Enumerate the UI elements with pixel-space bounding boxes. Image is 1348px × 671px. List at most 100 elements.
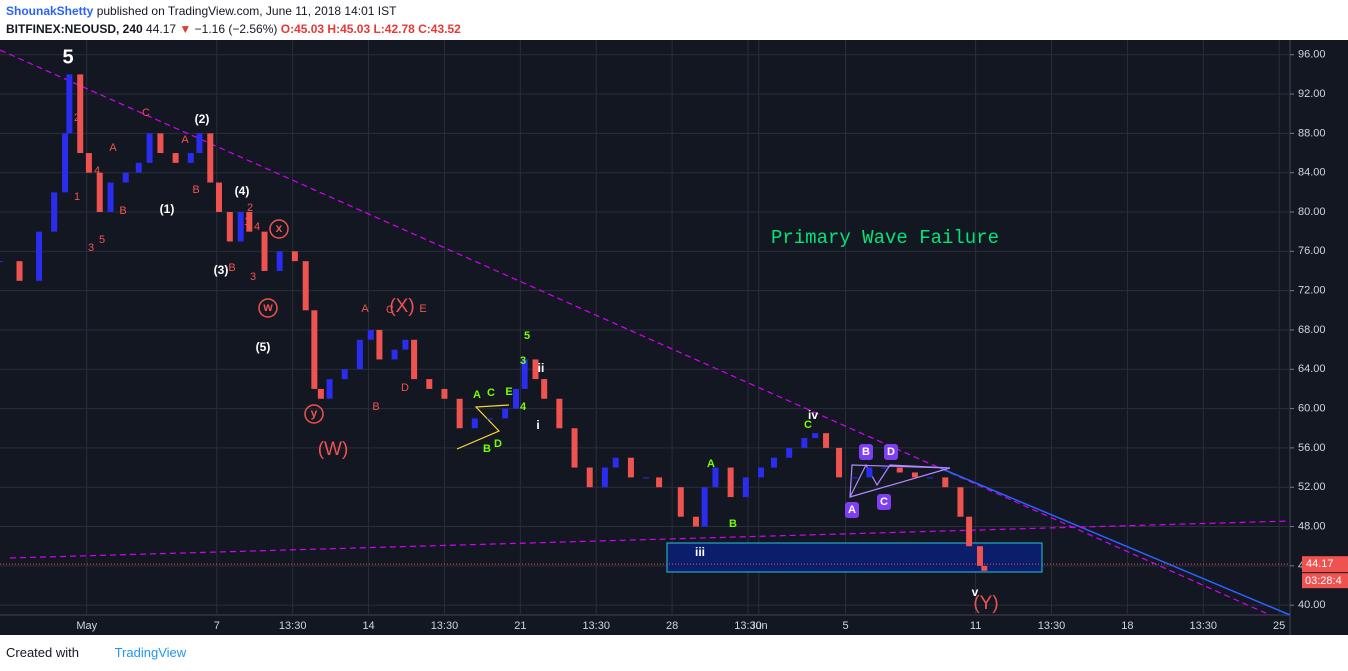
candle — [521, 359, 528, 389]
candle — [571, 428, 578, 468]
candle — [246, 212, 253, 232]
x-tick-label: 21 — [514, 620, 526, 632]
candle — [402, 339, 409, 350]
candle — [556, 398, 563, 429]
candle — [302, 261, 309, 311]
candle — [532, 359, 539, 380]
candle — [157, 133, 164, 154]
brand[interactable]: TradingView — [114, 645, 187, 660]
candle — [326, 379, 333, 399]
y-tick-label: 76.00 — [1298, 245, 1326, 257]
x-tick-label: May — [76, 620, 97, 632]
wave-label: ii — [538, 361, 545, 375]
candle — [367, 329, 374, 340]
candle — [866, 467, 873, 478]
wave-label: (1) — [160, 202, 175, 216]
candle — [237, 212, 244, 242]
published: published on TradingView.com, June 11, 2… — [96, 4, 397, 18]
y-tick-label: 80.00 — [1298, 206, 1326, 218]
label-box — [884, 444, 898, 460]
candle — [976, 546, 983, 566]
y-tick-label: 72.00 — [1298, 285, 1326, 297]
wave-label: x — [276, 221, 283, 235]
label-circle — [269, 219, 289, 239]
down-arrow: ▼ — [179, 22, 192, 36]
candle — [172, 153, 179, 163]
y-tick-label: 48.00 — [1298, 520, 1326, 532]
candle — [341, 369, 348, 380]
countdown-box — [1302, 573, 1348, 589]
x-tick-label: 13:30 — [431, 620, 459, 632]
label-circle — [304, 404, 324, 424]
y-tick-label: 88.00 — [1298, 127, 1326, 139]
wave-label: B — [192, 184, 199, 196]
author[interactable]: ShounakShetty — [6, 4, 94, 18]
label-circle — [258, 298, 278, 318]
candle — [677, 487, 684, 517]
x-tick-label: 5 — [842, 620, 848, 632]
candle — [456, 398, 463, 429]
candle — [942, 477, 949, 488]
candle — [391, 349, 398, 360]
wave-label: B — [119, 205, 126, 217]
wave-label: B — [729, 518, 737, 530]
candle — [0, 261, 3, 263]
x-tick-label: 13:30 — [279, 620, 307, 632]
chart-title: Primary Wave Failure — [771, 227, 999, 249]
wave-label: B — [483, 443, 491, 455]
wave-label: D — [401, 382, 409, 394]
wave-label: (W) — [318, 439, 349, 460]
wave-label: B — [862, 446, 870, 458]
candle — [911, 472, 918, 478]
x-tick-label: 14 — [362, 620, 374, 632]
candle — [541, 379, 548, 399]
candle — [927, 477, 934, 479]
wave-label: A — [707, 458, 715, 470]
x-tick-label: 13:30 — [1190, 620, 1218, 632]
candle — [311, 310, 318, 389]
y-tick-label: 84.00 — [1298, 167, 1326, 179]
candle — [656, 477, 663, 488]
wave-label: 3 — [520, 355, 526, 367]
wave-label: w — [262, 300, 273, 314]
candle — [643, 477, 650, 479]
wave-label: (2) — [195, 112, 210, 126]
y-tick-label: 56.00 — [1298, 442, 1326, 454]
candle — [881, 467, 888, 469]
wave-label: (5) — [256, 340, 271, 354]
candle — [692, 516, 699, 527]
chart-bg — [0, 40, 1348, 635]
wave-label: 3 — [88, 242, 94, 254]
wave-label: iv — [808, 408, 818, 422]
candle — [16, 261, 23, 281]
wave-label: 4 — [94, 165, 100, 177]
wave-label: (4) — [235, 184, 250, 198]
wave-label: 5 — [99, 234, 105, 246]
candle — [966, 516, 973, 547]
grid — [0, 40, 1290, 615]
wave-label: v — [972, 585, 979, 599]
candle — [36, 231, 43, 281]
label-box — [877, 494, 891, 510]
candle — [411, 339, 418, 380]
candle — [215, 182, 222, 213]
candle — [146, 133, 153, 163]
x-tick-label: 28 — [666, 620, 678, 632]
wave-label: 3 — [250, 271, 256, 283]
candle — [317, 388, 324, 399]
candle — [207, 133, 214, 183]
wave-label: y — [311, 406, 318, 420]
wave-label: i — [536, 418, 539, 432]
last-price: 44.17 — [146, 22, 177, 36]
wave-label: A — [848, 504, 856, 516]
wave-label: iii — [695, 545, 705, 559]
wave-label: A — [109, 142, 117, 154]
candle — [196, 133, 203, 154]
header-line-1: ShounakShetty published on TradingView.c… — [6, 4, 396, 18]
candle — [701, 487, 708, 527]
wave-label: 2 — [74, 112, 80, 124]
candle — [812, 433, 819, 439]
candle — [586, 467, 593, 488]
candle — [441, 388, 448, 399]
